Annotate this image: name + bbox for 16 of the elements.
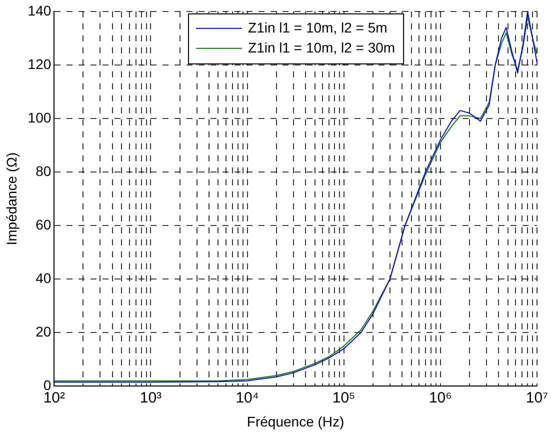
- legend-label: Z1in l1 = 10m, l2 = 30m: [248, 39, 396, 56]
- y-tick-label: 20: [36, 324, 52, 340]
- x-tick-label: 10⁶: [428, 389, 452, 406]
- x-tick-label: 10⁴: [236, 389, 259, 406]
- x-tick-label: 10³: [140, 389, 162, 406]
- y-tick-label: 60: [36, 216, 52, 232]
- y-tick-label: 40: [36, 270, 52, 286]
- x-axis-title: Fréquence (Hz): [246, 413, 344, 430]
- x-tick-label: 10⁷: [526, 389, 548, 406]
- y-tick-label: 100: [28, 109, 52, 126]
- x-tick-label: 10⁵: [332, 389, 356, 406]
- y-tick-label: 80: [36, 162, 52, 179]
- y-tick-label: 140: [28, 2, 52, 18]
- legend-label: Z1in l1 = 10m, l2 = 5m: [248, 19, 388, 36]
- y-axis-title: Impédance (Ω): [3, 152, 20, 246]
- y-tick-label: 120: [28, 56, 52, 72]
